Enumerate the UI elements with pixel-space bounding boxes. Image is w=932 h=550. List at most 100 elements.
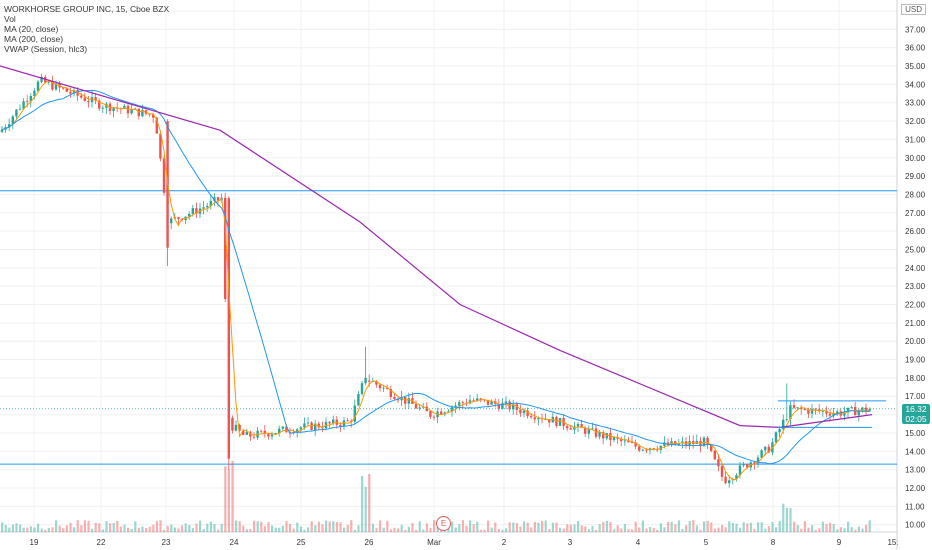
volume-bar: [526, 522, 529, 532]
volume-bar: [782, 503, 785, 532]
volume-bar: [555, 522, 558, 532]
candle-body: [386, 387, 389, 389]
candle-body: [512, 404, 515, 410]
candle-body: [245, 432, 248, 435]
volume-bar: [382, 527, 385, 532]
candle-body: [580, 423, 583, 428]
volume-bar: [454, 527, 457, 532]
volume-bar: [55, 520, 58, 532]
volume-bar: [238, 521, 241, 532]
volume-bar: [91, 528, 94, 532]
volume-bar: [425, 523, 428, 532]
volume-bar: [4, 525, 7, 532]
candle-body: [584, 427, 587, 434]
candle-body: [375, 381, 378, 385]
candle-body: [130, 109, 133, 114]
candle-body: [278, 428, 281, 434]
volume-bar: [850, 527, 853, 532]
candle-body: [735, 475, 738, 479]
candle-body: [821, 410, 824, 412]
ma20-line: [1, 89, 870, 465]
candle-body: [231, 417, 234, 431]
candle-body: [80, 95, 83, 98]
candle-body: [634, 442, 637, 447]
volume-bar: [379, 520, 382, 532]
x-tick-label: 3: [568, 538, 573, 547]
volume-bar: [206, 523, 209, 532]
candle-body: [753, 462, 756, 464]
x-tick-label: 19: [30, 538, 39, 547]
volume-bar: [847, 521, 850, 532]
candle-body: [213, 197, 216, 201]
candle-body: [836, 411, 839, 414]
volume-bar: [775, 527, 778, 532]
y-tick-label: 17.00: [905, 392, 926, 401]
volume-bar: [501, 529, 504, 532]
candle-body: [591, 428, 594, 430]
volume-bar: [616, 525, 619, 532]
candle-body: [382, 387, 385, 389]
volume-bar: [483, 529, 486, 532]
candle-body: [454, 405, 457, 408]
volume-bar: [292, 528, 295, 532]
y-tick-label: 26.00: [905, 227, 926, 236]
volume-bar: [361, 475, 364, 532]
volume-bar: [469, 520, 472, 532]
candle-body: [756, 457, 760, 464]
candle-body: [587, 429, 590, 434]
legend-symbol[interactable]: WORKHORSE GROUP INC, 15, Cboe BZX: [4, 4, 170, 14]
candle-body: [303, 423, 306, 428]
volume-bar: [105, 521, 108, 532]
volume-bar: [130, 528, 133, 532]
earnings-icon[interactable]: E: [436, 516, 451, 531]
candle-body: [306, 422, 310, 424]
candle-body: [112, 107, 115, 112]
candle-body: [504, 401, 508, 404]
volume-bar: [422, 529, 425, 532]
volume-bar: [357, 525, 360, 532]
volume-bar: [803, 521, 806, 532]
volume-bar: [699, 529, 702, 532]
volume-bar: [530, 527, 533, 532]
volume-bar: [868, 520, 871, 532]
volume-bar: [731, 522, 734, 532]
x-tick-label: 8: [771, 538, 776, 547]
candle-body: [267, 434, 270, 437]
y-tick-label: 24.00: [905, 264, 926, 273]
candle-body: [832, 413, 835, 416]
candle-body: [332, 419, 335, 424]
legend-ma200[interactable]: MA (200, close): [4, 34, 64, 44]
candle-body: [857, 410, 860, 416]
candle-body: [458, 402, 461, 406]
last-price-value: 16.32: [905, 403, 927, 414]
candle-body: [501, 403, 504, 409]
volume-bar: [595, 529, 598, 532]
legend-vwap[interactable]: VWAP (Session, hlc3): [4, 44, 88, 54]
y-tick-label: 31.00: [905, 135, 926, 144]
candle-body: [728, 480, 731, 484]
candle-body: [566, 426, 569, 429]
volume-bar: [677, 520, 680, 532]
currency-label[interactable]: USD: [901, 4, 926, 15]
candle-body: [800, 407, 803, 410]
volume-bar: [713, 528, 716, 532]
candle-body: [450, 407, 454, 412]
volume-bar: [249, 528, 252, 532]
candle-body: [774, 432, 778, 443]
volume-bar: [515, 523, 518, 532]
volume-bar: [195, 523, 198, 532]
volume-bar: [339, 522, 342, 532]
x-tick-label: 5: [704, 538, 709, 547]
volume-bar: [213, 523, 216, 532]
volume-bar: [638, 527, 641, 532]
legend-ma20[interactable]: MA (20, close): [4, 24, 59, 34]
volume-bar: [476, 521, 479, 532]
volume-bar: [231, 460, 234, 532]
volume-bar: [148, 526, 151, 532]
candle-body: [29, 96, 32, 102]
legend-vol[interactable]: Vol: [4, 14, 16, 24]
candle-body: [40, 76, 43, 82]
candle-body: [152, 114, 155, 118]
candle-body: [645, 449, 648, 451]
